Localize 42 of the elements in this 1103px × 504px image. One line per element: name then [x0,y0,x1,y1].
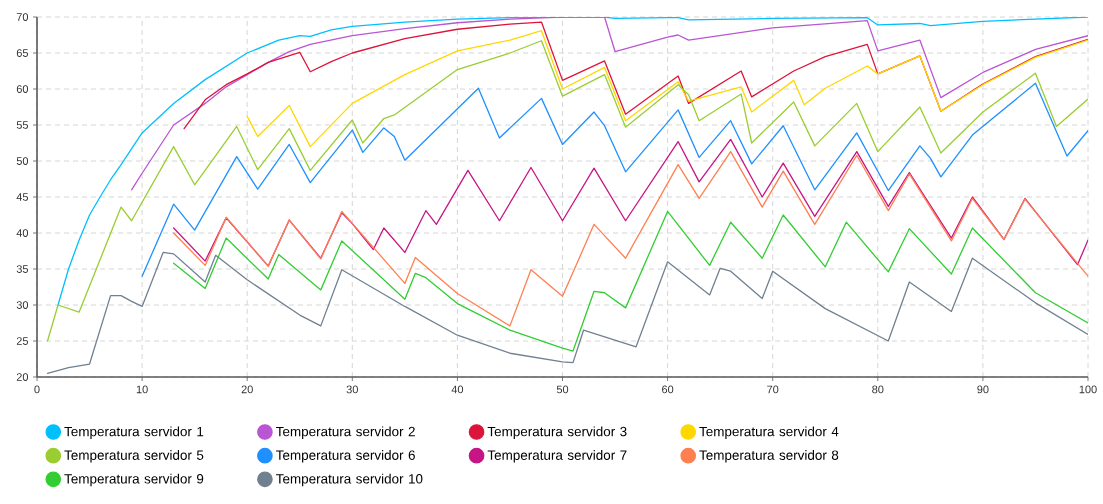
y-tick-label: 40 [16,229,29,237]
legend-label: Temperatura servidor 5 [64,450,204,463]
x-tick-label: 100 [1079,385,1097,394]
line-series [183,21,1088,130]
line-series [130,17,1088,191]
x-tick-label: 90 [977,385,989,394]
x-tick-label: 60 [662,385,674,394]
x-tick-label: 30 [346,385,358,394]
line-series [46,251,1088,375]
line-series [141,82,1088,277]
x-tick-label: 10 [136,385,148,394]
y-tick-label: 50 [16,157,29,165]
legend-label: Temperatura servidor 8 [699,450,839,463]
y-tick-label: 20 [16,373,29,381]
legend-label: Temperatura servidor 7 [487,450,627,463]
line-series [172,138,1088,267]
legend-label: Temperatura servidor 1 [64,426,204,439]
y-tick-label: 70 [16,13,29,21]
line-series [46,40,1088,342]
line-series [57,17,1088,306]
x-tick-label: 40 [451,385,464,394]
line-series [246,30,1088,148]
line-series [172,210,1088,352]
line-series [172,150,1088,327]
legend-label: Temperatura servidor 2 [276,426,415,439]
y-tick-label: 65 [16,49,29,57]
y-tick-label: 45 [16,193,29,201]
legend-label: Temperatura servidor 10 [276,473,423,487]
y-tick-label: 30 [16,301,29,309]
legend-label: Temperatura servidor 4 [699,426,839,439]
y-tick-label: 55 [16,121,29,129]
x-tick-label: 20 [241,385,253,394]
x-tick-label: 50 [556,385,569,394]
y-tick-label: 60 [16,85,29,93]
x-tick-label: 80 [872,385,884,394]
legend-label: Temperatura servidor 9 [64,473,204,487]
y-tick-label: 25 [16,337,29,345]
x-tick-label: 0 [34,385,40,394]
legend-label: Temperatura servidor 6 [276,450,415,463]
legend-label: Temperatura servidor 3 [487,426,627,439]
y-tick-label: 35 [16,265,29,273]
x-tick-label: 70 [767,385,779,394]
